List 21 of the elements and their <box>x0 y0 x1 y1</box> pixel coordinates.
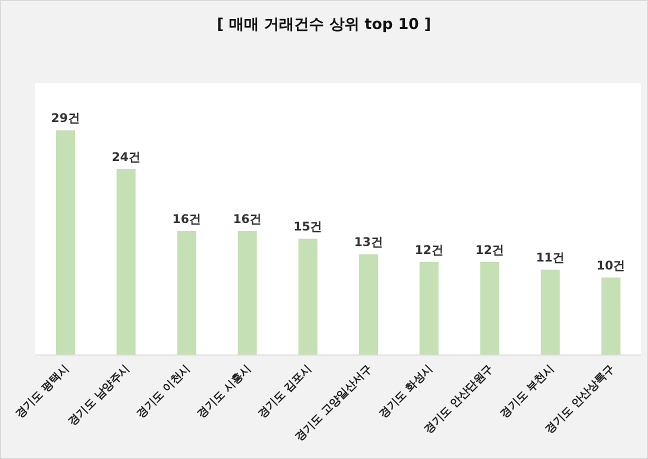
bar <box>298 238 318 355</box>
data-label: 24건 <box>112 150 140 164</box>
chart-title: [ 매매 거래건수 상위 top 10 ] <box>216 15 432 34</box>
data-label: 16건 <box>172 212 202 226</box>
data-label: 13건 <box>354 235 383 250</box>
data-label: 15건 <box>294 220 322 234</box>
bar <box>480 262 500 355</box>
data-label: 11건 <box>536 250 565 265</box>
data-label: 10건 <box>596 258 626 272</box>
bar <box>56 130 75 355</box>
data-label: 12건 <box>414 242 444 257</box>
bar <box>116 168 136 355</box>
bar <box>238 230 257 355</box>
bar <box>177 230 196 355</box>
bar <box>420 262 439 355</box>
data-label: 29건 <box>51 111 80 126</box>
bar <box>601 277 620 355</box>
data-label: 12건 <box>475 242 504 257</box>
data-label: 16건 <box>232 212 262 226</box>
bar <box>540 270 560 355</box>
bar <box>359 254 378 355</box>
